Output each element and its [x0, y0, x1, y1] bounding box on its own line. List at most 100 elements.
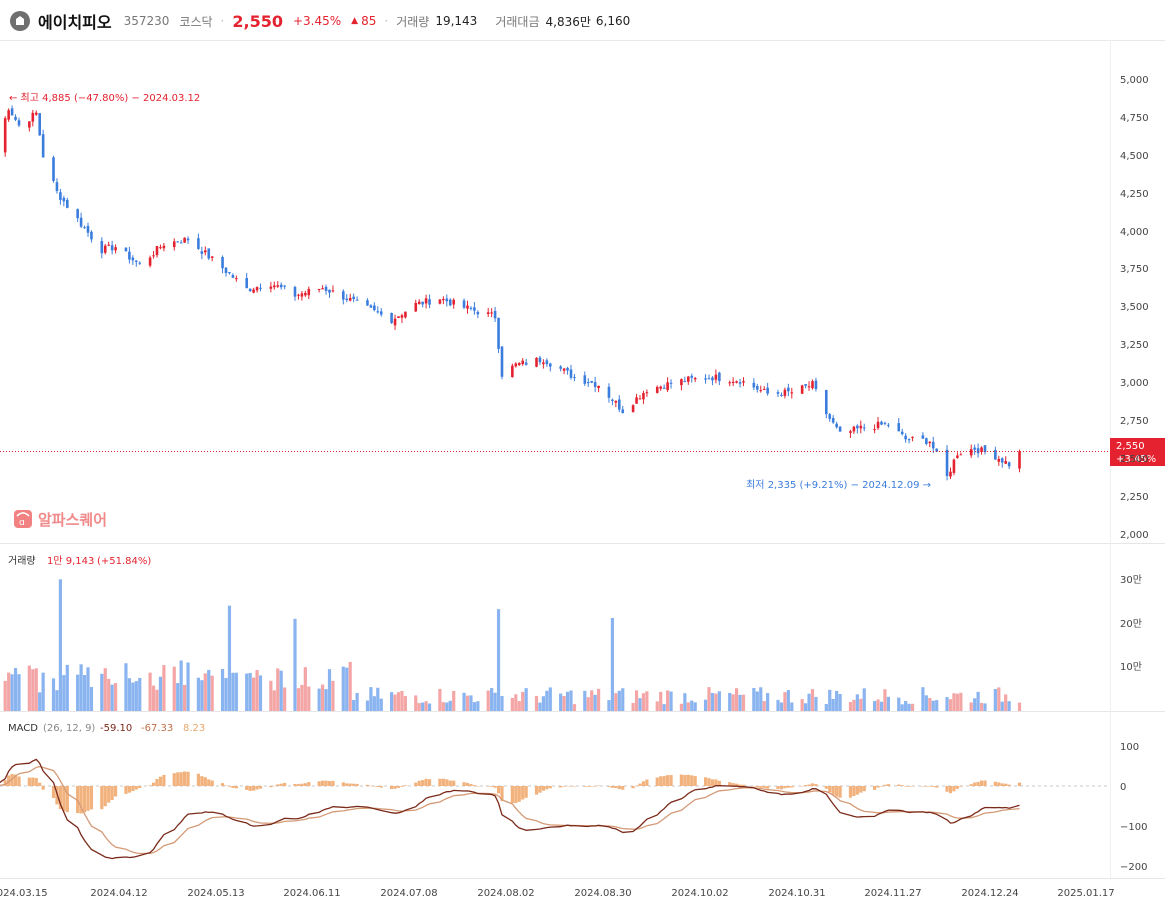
volume-bar[interactable] — [883, 689, 887, 711]
volume-bar[interactable] — [10, 674, 14, 711]
volume-bar[interactable] — [959, 692, 963, 711]
volume-bar[interactable] — [369, 687, 373, 711]
candle[interactable] — [711, 377, 714, 381]
candle[interactable] — [731, 381, 735, 384]
volume-bar[interactable] — [714, 693, 718, 711]
volume-bar[interactable] — [921, 687, 925, 711]
candle[interactable] — [707, 378, 711, 380]
volume-bar[interactable] — [283, 687, 287, 711]
volume-bar[interactable] — [973, 698, 977, 711]
candle[interactable] — [655, 386, 659, 393]
volume-bar[interactable] — [983, 703, 987, 711]
volume-bar[interactable] — [935, 700, 939, 711]
candle[interactable] — [573, 377, 576, 379]
candle[interactable] — [828, 414, 832, 419]
candle[interactable] — [417, 301, 421, 305]
volume-bar[interactable] — [514, 694, 518, 711]
volume-bar[interactable] — [859, 698, 863, 711]
candle[interactable] — [114, 247, 117, 251]
volume-bar[interactable] — [452, 690, 456, 711]
volume-bar[interactable] — [565, 691, 570, 711]
candle[interactable] — [390, 313, 393, 324]
candle[interactable] — [638, 398, 642, 400]
candle[interactable] — [497, 317, 500, 349]
volume-bar[interactable] — [569, 690, 573, 711]
volume-bar[interactable] — [538, 702, 542, 711]
candle[interactable] — [76, 209, 79, 219]
candle[interactable] — [994, 450, 997, 460]
candle[interactable] — [41, 134, 45, 158]
stock-name[interactable]: 에이치피오 — [38, 13, 112, 32]
volume-bar[interactable] — [776, 699, 780, 711]
volume-bar[interactable] — [79, 664, 83, 711]
candle[interactable] — [438, 299, 442, 304]
volume-bar[interactable] — [545, 690, 549, 711]
candle[interactable] — [276, 285, 280, 287]
volume-bar[interactable] — [279, 670, 283, 711]
volume-bar[interactable] — [662, 704, 666, 711]
candle[interactable] — [618, 399, 621, 410]
volume-bar[interactable] — [593, 694, 597, 711]
candle[interactable] — [14, 116, 17, 120]
candle[interactable] — [131, 257, 135, 261]
volume-bar[interactable] — [910, 703, 915, 711]
candle[interactable] — [252, 289, 255, 293]
volume-bar[interactable] — [38, 692, 42, 711]
candle[interactable] — [704, 378, 707, 380]
volume-bar[interactable] — [638, 698, 642, 711]
volume-bar[interactable] — [810, 689, 815, 711]
candle[interactable] — [476, 311, 480, 315]
candle[interactable] — [259, 287, 262, 289]
volume-bar[interactable] — [7, 672, 11, 711]
volume-bar[interactable] — [838, 693, 842, 711]
candle[interactable] — [235, 278, 238, 280]
volume-bar[interactable] — [372, 696, 376, 711]
volume-bar[interactable] — [735, 688, 739, 711]
candle[interactable] — [811, 381, 814, 389]
candle[interactable] — [714, 374, 718, 380]
volume-bar[interactable] — [293, 618, 297, 711]
candle[interactable] — [10, 108, 14, 116]
candle[interactable] — [469, 307, 473, 309]
volume-bar[interactable] — [421, 702, 425, 711]
candle[interactable] — [611, 399, 614, 401]
candle[interactable] — [1000, 458, 1004, 463]
candle[interactable] — [379, 311, 383, 315]
volume-bar[interactable] — [897, 697, 901, 711]
volume-bar[interactable] — [979, 702, 984, 711]
volume-bar[interactable] — [76, 674, 80, 711]
candle[interactable] — [448, 299, 452, 306]
volume-bar[interactable] — [114, 683, 118, 711]
volume-bar[interactable] — [583, 690, 587, 711]
volume-bar[interactable] — [814, 696, 818, 711]
volume-bar[interactable] — [348, 661, 352, 711]
volume-bar[interactable] — [207, 669, 211, 711]
volume-bar[interactable] — [414, 695, 418, 711]
volume-bar[interactable] — [62, 675, 66, 711]
volume-bar[interactable] — [179, 660, 183, 711]
volume-bar[interactable] — [690, 700, 694, 711]
volume-bar[interactable] — [352, 700, 356, 711]
volume-bar[interactable] — [703, 699, 708, 711]
volume-bar[interactable] — [220, 669, 225, 711]
volume-bar[interactable] — [800, 699, 804, 711]
volume-bar[interactable] — [303, 667, 307, 711]
volume-bar[interactable] — [110, 684, 114, 711]
candle[interactable] — [762, 389, 766, 391]
volume-bar[interactable] — [400, 690, 404, 711]
volume-bar[interactable] — [679, 703, 683, 711]
candle[interactable] — [66, 199, 69, 208]
volume-bar[interactable] — [255, 670, 259, 711]
candle[interactable] — [593, 382, 597, 387]
candle[interactable] — [538, 357, 542, 363]
volume-bar[interactable] — [355, 693, 359, 711]
candle[interactable] — [428, 299, 431, 305]
volume-bar[interactable] — [441, 702, 445, 711]
candle[interactable] — [935, 448, 938, 452]
volume-bar[interactable] — [317, 688, 321, 711]
volume-bar[interactable] — [248, 672, 252, 711]
candle[interactable] — [718, 372, 721, 382]
volume-bar[interactable] — [327, 669, 332, 711]
candle[interactable] — [245, 278, 248, 289]
